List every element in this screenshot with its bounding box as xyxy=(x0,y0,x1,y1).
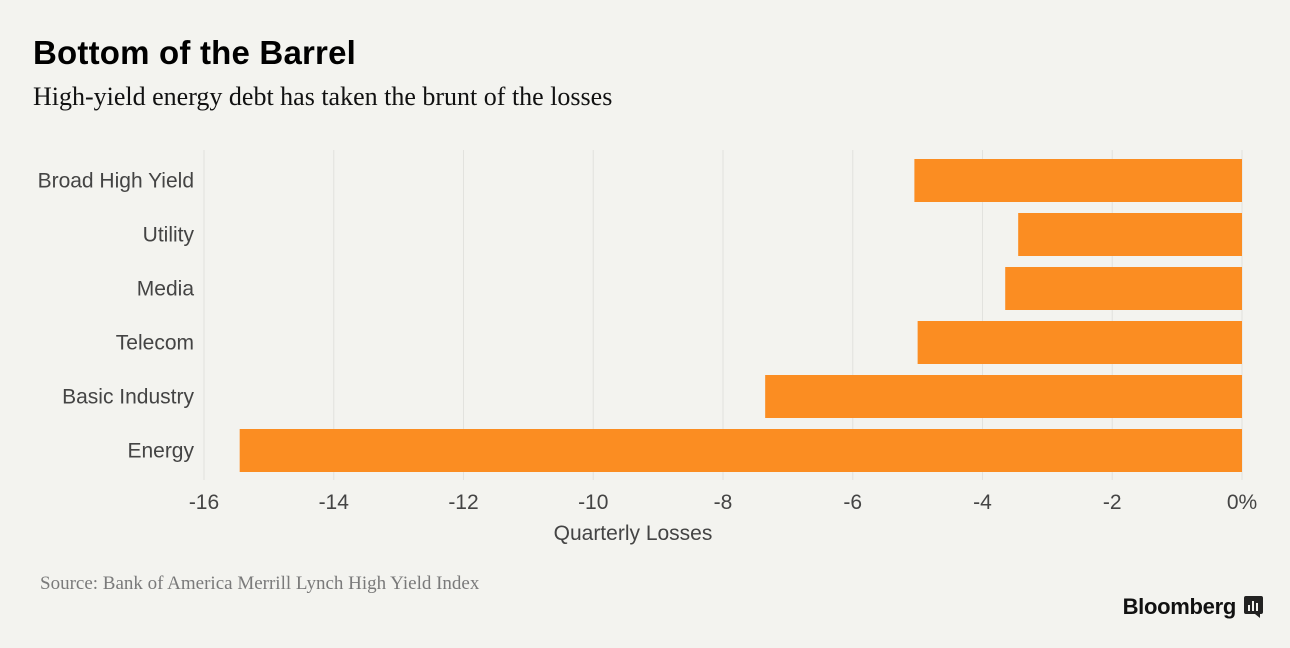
brand-name: Bloomberg xyxy=(1122,594,1237,619)
bar-media xyxy=(1005,267,1242,310)
gridlines xyxy=(203,150,1243,480)
x-tick-label: -2 xyxy=(1103,491,1122,514)
bar-chart: Broad High Yield Utility Media Telecom Basic… xyxy=(38,150,1257,545)
bar-energy xyxy=(239,429,1242,472)
bars xyxy=(239,159,1242,472)
category-label: Energy xyxy=(127,440,194,463)
x-axis-label: Quarterly Losses xyxy=(554,522,713,545)
x-tick-label: -8 xyxy=(714,491,733,514)
bar-utility xyxy=(1018,213,1242,256)
bar-basic-industry xyxy=(765,375,1242,418)
category-label: Broad High Yield xyxy=(38,170,194,193)
chart-title: Bottom of the Barrel xyxy=(33,34,357,71)
x-tick-label: -14 xyxy=(319,491,350,514)
category-label: Utility xyxy=(143,224,195,247)
bar-telecom xyxy=(917,321,1242,364)
category-label: Media xyxy=(137,278,195,301)
category-label: Basic Industry xyxy=(62,386,194,409)
x-tick-label: -10 xyxy=(578,491,608,514)
chart-subtitle: High-yield energy debt has taken the bru… xyxy=(33,82,613,111)
x-tick-label: 0% xyxy=(1227,491,1257,514)
x-tick-labels: -16 -14 -12 -10 -8 -6 -4 -2 0% xyxy=(189,491,1257,514)
bloomberg-chart-icon xyxy=(1244,596,1263,618)
x-tick-label: -6 xyxy=(843,491,862,514)
x-tick-label: -16 xyxy=(189,491,219,514)
source-note: Source: Bank of America Merrill Lynch Hi… xyxy=(40,573,480,594)
bar-broad-high-yield xyxy=(914,159,1242,202)
x-tick-label: -4 xyxy=(973,491,992,514)
category-labels: Broad High Yield Utility Media Telecom Basic… xyxy=(38,170,195,463)
brand-logo: Bloomberg xyxy=(1123,594,1263,620)
x-tick-label: -12 xyxy=(448,491,478,514)
category-label: Telecom xyxy=(116,332,194,355)
